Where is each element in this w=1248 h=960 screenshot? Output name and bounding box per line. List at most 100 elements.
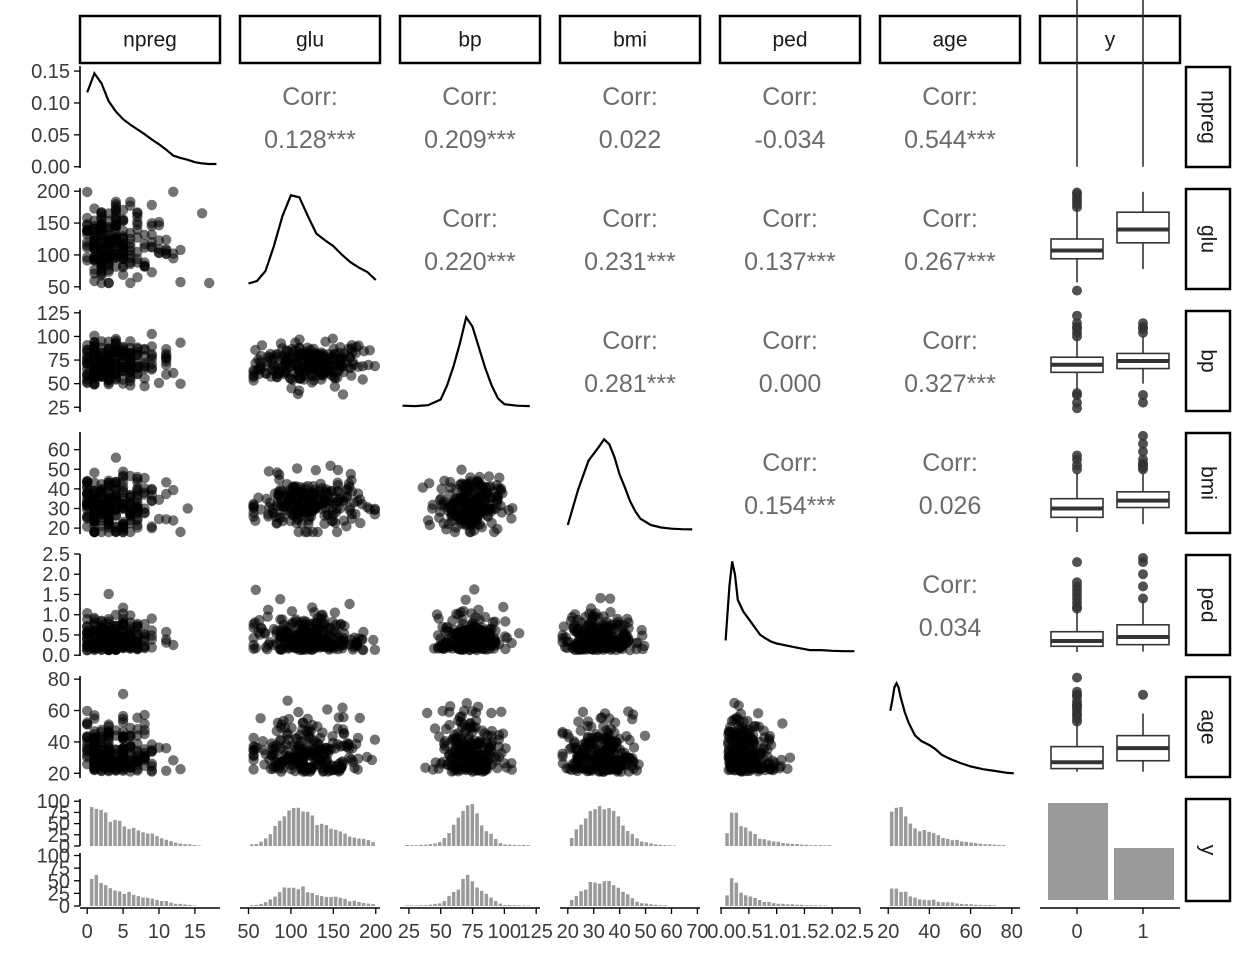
scatter-point [103,515,114,526]
x-axis-ped: 0.0 0.5 1.0 1.5 2.0 2.5 [707,907,874,943]
scatter-point [263,511,274,522]
scatter-point [96,219,107,230]
scatter-point [265,371,277,382]
histogram-bar [187,904,192,906]
histogram-bar [969,904,973,906]
histogram-bar [521,844,526,846]
scatter-point [348,497,360,508]
tick-label: 1.0 [763,921,791,943]
column-strip-box [878,14,1022,65]
scatter-point [103,492,114,503]
scatter-point [89,242,100,253]
tick-label: 50 [48,814,70,836]
histogram-bar [729,812,734,846]
scatter-point [125,624,136,635]
tick-label: 75 [48,350,70,372]
tick-label: 2.0 [818,921,846,943]
histogram-bar [649,904,653,906]
scatter-point [332,477,343,488]
scatter-point [255,713,266,724]
outlier-point [1138,318,1148,329]
tick-label: 100 [37,791,70,813]
tick-label: 20 [557,921,579,943]
scatter-point [611,736,622,747]
scatter-point [146,739,157,750]
column-strip-label: y [1105,29,1116,52]
tick-label: 75 [48,802,70,824]
outlier-point [1072,388,1082,399]
histogram-bar [639,903,644,906]
scatter-point [146,613,157,624]
row-strip-bp: bp [1184,309,1232,413]
outlier-point [1072,557,1082,568]
histogram-bar [99,883,103,906]
histogram-bar [512,905,517,906]
box-0 [1050,745,1104,770]
row-strip-box [1184,309,1232,413]
outlier-point [1072,310,1082,321]
histogram-bar [625,894,630,906]
scatter-point [117,344,129,355]
scatter-point [153,377,165,389]
scatter-point [248,764,259,775]
scatter-point [283,639,294,650]
corr-label: Corr: [282,83,338,111]
scatter-point [89,275,100,287]
scatter-point [274,474,285,485]
scatter-point [575,763,586,774]
scatter-point [427,503,438,514]
corr-cell-npreg-bmi: Corr: 0.022 [599,83,662,154]
histogram-bar [254,904,259,906]
scatter-point [283,713,295,725]
scatter-point [139,635,150,646]
tick-label: 5 [118,921,129,943]
scatter-point [611,619,623,630]
histogram-bar [729,878,734,906]
column-strip-box [558,14,702,65]
scatter-point [117,486,129,498]
histogram-bar [569,838,574,846]
scatter-point [103,719,114,730]
scatter-point [474,497,485,509]
histogram-bar [899,807,903,846]
histogram-bar [959,903,964,906]
corr-label: Corr: [442,205,498,233]
histogram-bar [433,843,437,846]
scatter-point [110,526,122,538]
histogram-bar [762,902,767,906]
histogram-bar [507,904,512,906]
scatter-point [253,354,264,365]
scatter-point [132,342,143,353]
histogram-bar [725,833,729,846]
column-strip-bmi: bmi [558,14,702,65]
scatter-point [254,364,265,375]
histogram-bar [785,843,790,846]
boxplot-age [1050,672,1170,772]
scatter-point [331,526,343,538]
histogram-bar [493,900,498,906]
histogram-bar [347,901,352,906]
corr-label: Corr: [922,571,978,599]
scatter-point [496,706,507,717]
scatter-point [103,635,114,646]
scatter-point [460,594,471,605]
scatter-point [289,368,301,379]
scatter-point [456,464,467,475]
scatter-point [146,625,157,636]
histogram-bar [922,830,927,846]
histogram-bar [903,891,908,906]
scatter-point [613,634,624,646]
histogram-bar [183,844,187,846]
tick-label: 60 [660,921,682,943]
scatter-point [479,745,490,756]
scatter-bp-vs-npreg [82,328,186,392]
scatter-point [352,764,363,775]
tick-label: 0.0 [707,921,735,943]
scatter-point [589,611,601,623]
scatter-point [196,208,208,219]
histogram-bar [277,892,282,906]
histogram-bar [597,883,602,906]
histogram-bar [108,888,113,906]
scatter-point [103,643,114,655]
scatter-point [784,752,796,763]
